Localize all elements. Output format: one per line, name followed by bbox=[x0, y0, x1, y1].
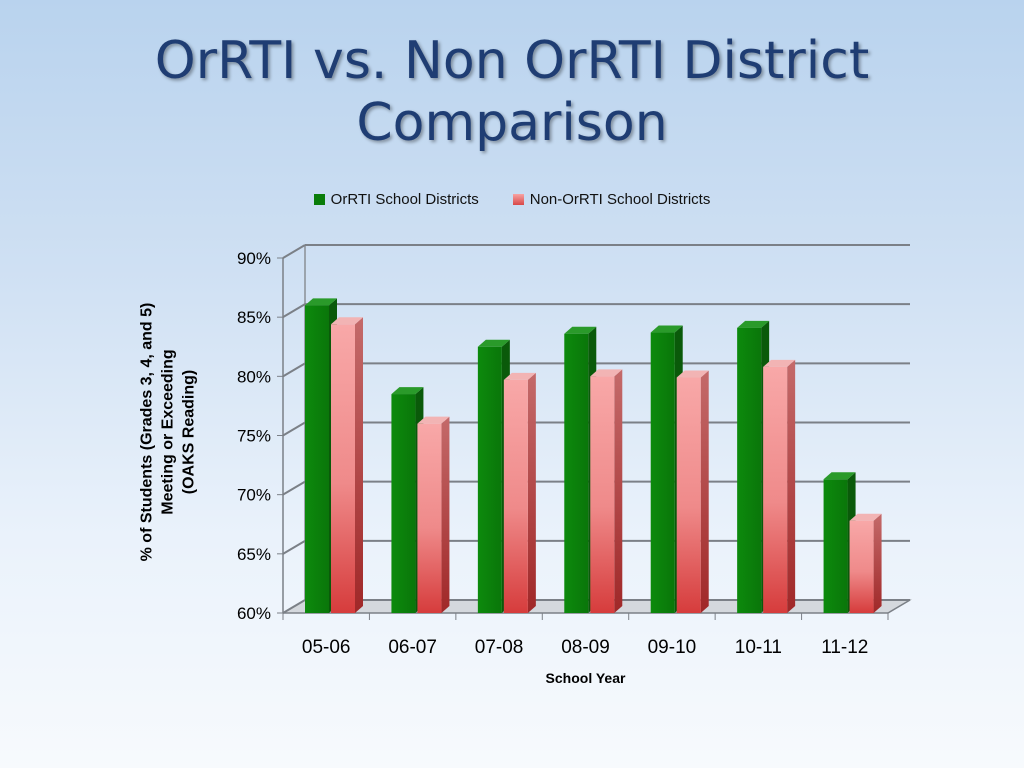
bar-front bbox=[849, 520, 874, 613]
bar-front bbox=[676, 377, 701, 613]
bar-front bbox=[590, 376, 615, 613]
y-tick-label: 60% bbox=[237, 604, 271, 623]
gridline-side bbox=[282, 421, 306, 437]
x-axis-title: School Year bbox=[545, 670, 626, 686]
x-tick-label: 10-11 bbox=[735, 637, 782, 658]
x-tick-label: 11-12 bbox=[821, 637, 868, 658]
bar-front bbox=[331, 324, 355, 613]
x-tick-label: 05-06 bbox=[302, 637, 351, 658]
y-tick-label: 85% bbox=[237, 308, 271, 327]
bar bbox=[503, 372, 536, 613]
y-tick-label: 75% bbox=[237, 427, 271, 446]
x-axis-depth-line bbox=[887, 599, 911, 614]
x-tick-label: 06-07 bbox=[388, 637, 437, 658]
bar-top bbox=[331, 317, 363, 325]
bar bbox=[417, 416, 450, 613]
bar-front bbox=[737, 327, 762, 613]
slide-title: OrRTI vs. Non OrRTI District Comparison bbox=[0, 30, 1024, 154]
bar-top bbox=[503, 372, 536, 380]
bar-side bbox=[527, 372, 536, 613]
y-axis-title-line-1: % of Students (Grades 3, 4, and 5) bbox=[138, 302, 156, 562]
bar-top bbox=[305, 298, 337, 306]
bar-front bbox=[763, 366, 788, 613]
y-tick-label: 65% bbox=[237, 545, 271, 564]
legend-swatch-non-orrti bbox=[512, 194, 524, 205]
bar-side bbox=[873, 513, 882, 613]
bar-side bbox=[355, 317, 363, 613]
gridline-side bbox=[282, 539, 306, 555]
bar-side bbox=[614, 369, 623, 613]
legend-label-non-orrti: Non-OrRTI School Districts bbox=[529, 191, 711, 208]
bar-top bbox=[676, 370, 709, 378]
gridline-side bbox=[282, 362, 306, 378]
bar-top bbox=[849, 513, 882, 521]
bar-top bbox=[417, 416, 450, 424]
bar-front bbox=[305, 305, 329, 613]
y-tick-label: 80% bbox=[237, 367, 271, 386]
y-axis-title-line-2: Meeting or Exceeding bbox=[159, 349, 177, 515]
slide-title-line-1: OrRTI vs. Non OrRTI District bbox=[154, 31, 870, 91]
bar bbox=[331, 317, 363, 613]
bar-top bbox=[737, 320, 770, 328]
bar bbox=[590, 369, 623, 613]
bar-top bbox=[477, 339, 510, 347]
gridline-side bbox=[282, 303, 306, 319]
x-tick-label: 07-08 bbox=[475, 637, 524, 658]
gridline-side bbox=[282, 244, 306, 259]
legend-item-non-orrti: Non-OrRTI School Districts bbox=[512, 191, 711, 208]
y-tick-label: 70% bbox=[237, 486, 271, 505]
bar-side bbox=[700, 370, 709, 613]
bar-front bbox=[417, 423, 442, 613]
chart-labels: 60% 65% 70% 75% 80% 85% 90% 05-06 06-07 07-08 08-0… bbox=[237, 249, 868, 658]
bar-top bbox=[590, 369, 623, 377]
bar-front bbox=[823, 479, 848, 613]
bar bbox=[763, 359, 796, 613]
y-axis-title: % of Students (Grades 3, 4, and 5) Meeti… bbox=[137, 232, 200, 632]
bar-front bbox=[650, 332, 675, 613]
x-tick-label: 09-10 bbox=[648, 637, 697, 658]
bar-front bbox=[564, 333, 589, 613]
bar-side bbox=[787, 359, 796, 613]
bar-top bbox=[564, 326, 597, 334]
bar-front bbox=[391, 394, 416, 613]
chart-legend: OrRTI School Districts Non-OrRTI School … bbox=[0, 191, 1024, 208]
bar-top bbox=[391, 387, 424, 395]
bar-side bbox=[441, 416, 450, 613]
legend-item-orrti: OrRTI School Districts bbox=[313, 191, 479, 208]
legend-swatch-orrti bbox=[313, 194, 325, 205]
bar-front bbox=[503, 379, 528, 613]
slide-title-line-2: Comparison bbox=[356, 93, 668, 153]
y-tick-label: 90% bbox=[237, 249, 271, 268]
y-axis-title-line-3: (OAKS Reading) bbox=[180, 369, 198, 495]
gridline-side bbox=[282, 599, 306, 614]
bar-front bbox=[477, 346, 502, 613]
bar bbox=[849, 513, 882, 613]
bar-top bbox=[763, 359, 796, 367]
gridline-side bbox=[282, 480, 306, 496]
chart-bars bbox=[305, 298, 882, 613]
bar-top bbox=[823, 472, 856, 480]
x-tick-label: 08-09 bbox=[561, 637, 610, 658]
bar bbox=[676, 370, 709, 613]
legend-label-orrti: OrRTI School Districts bbox=[330, 191, 479, 208]
bar-top bbox=[650, 325, 683, 333]
